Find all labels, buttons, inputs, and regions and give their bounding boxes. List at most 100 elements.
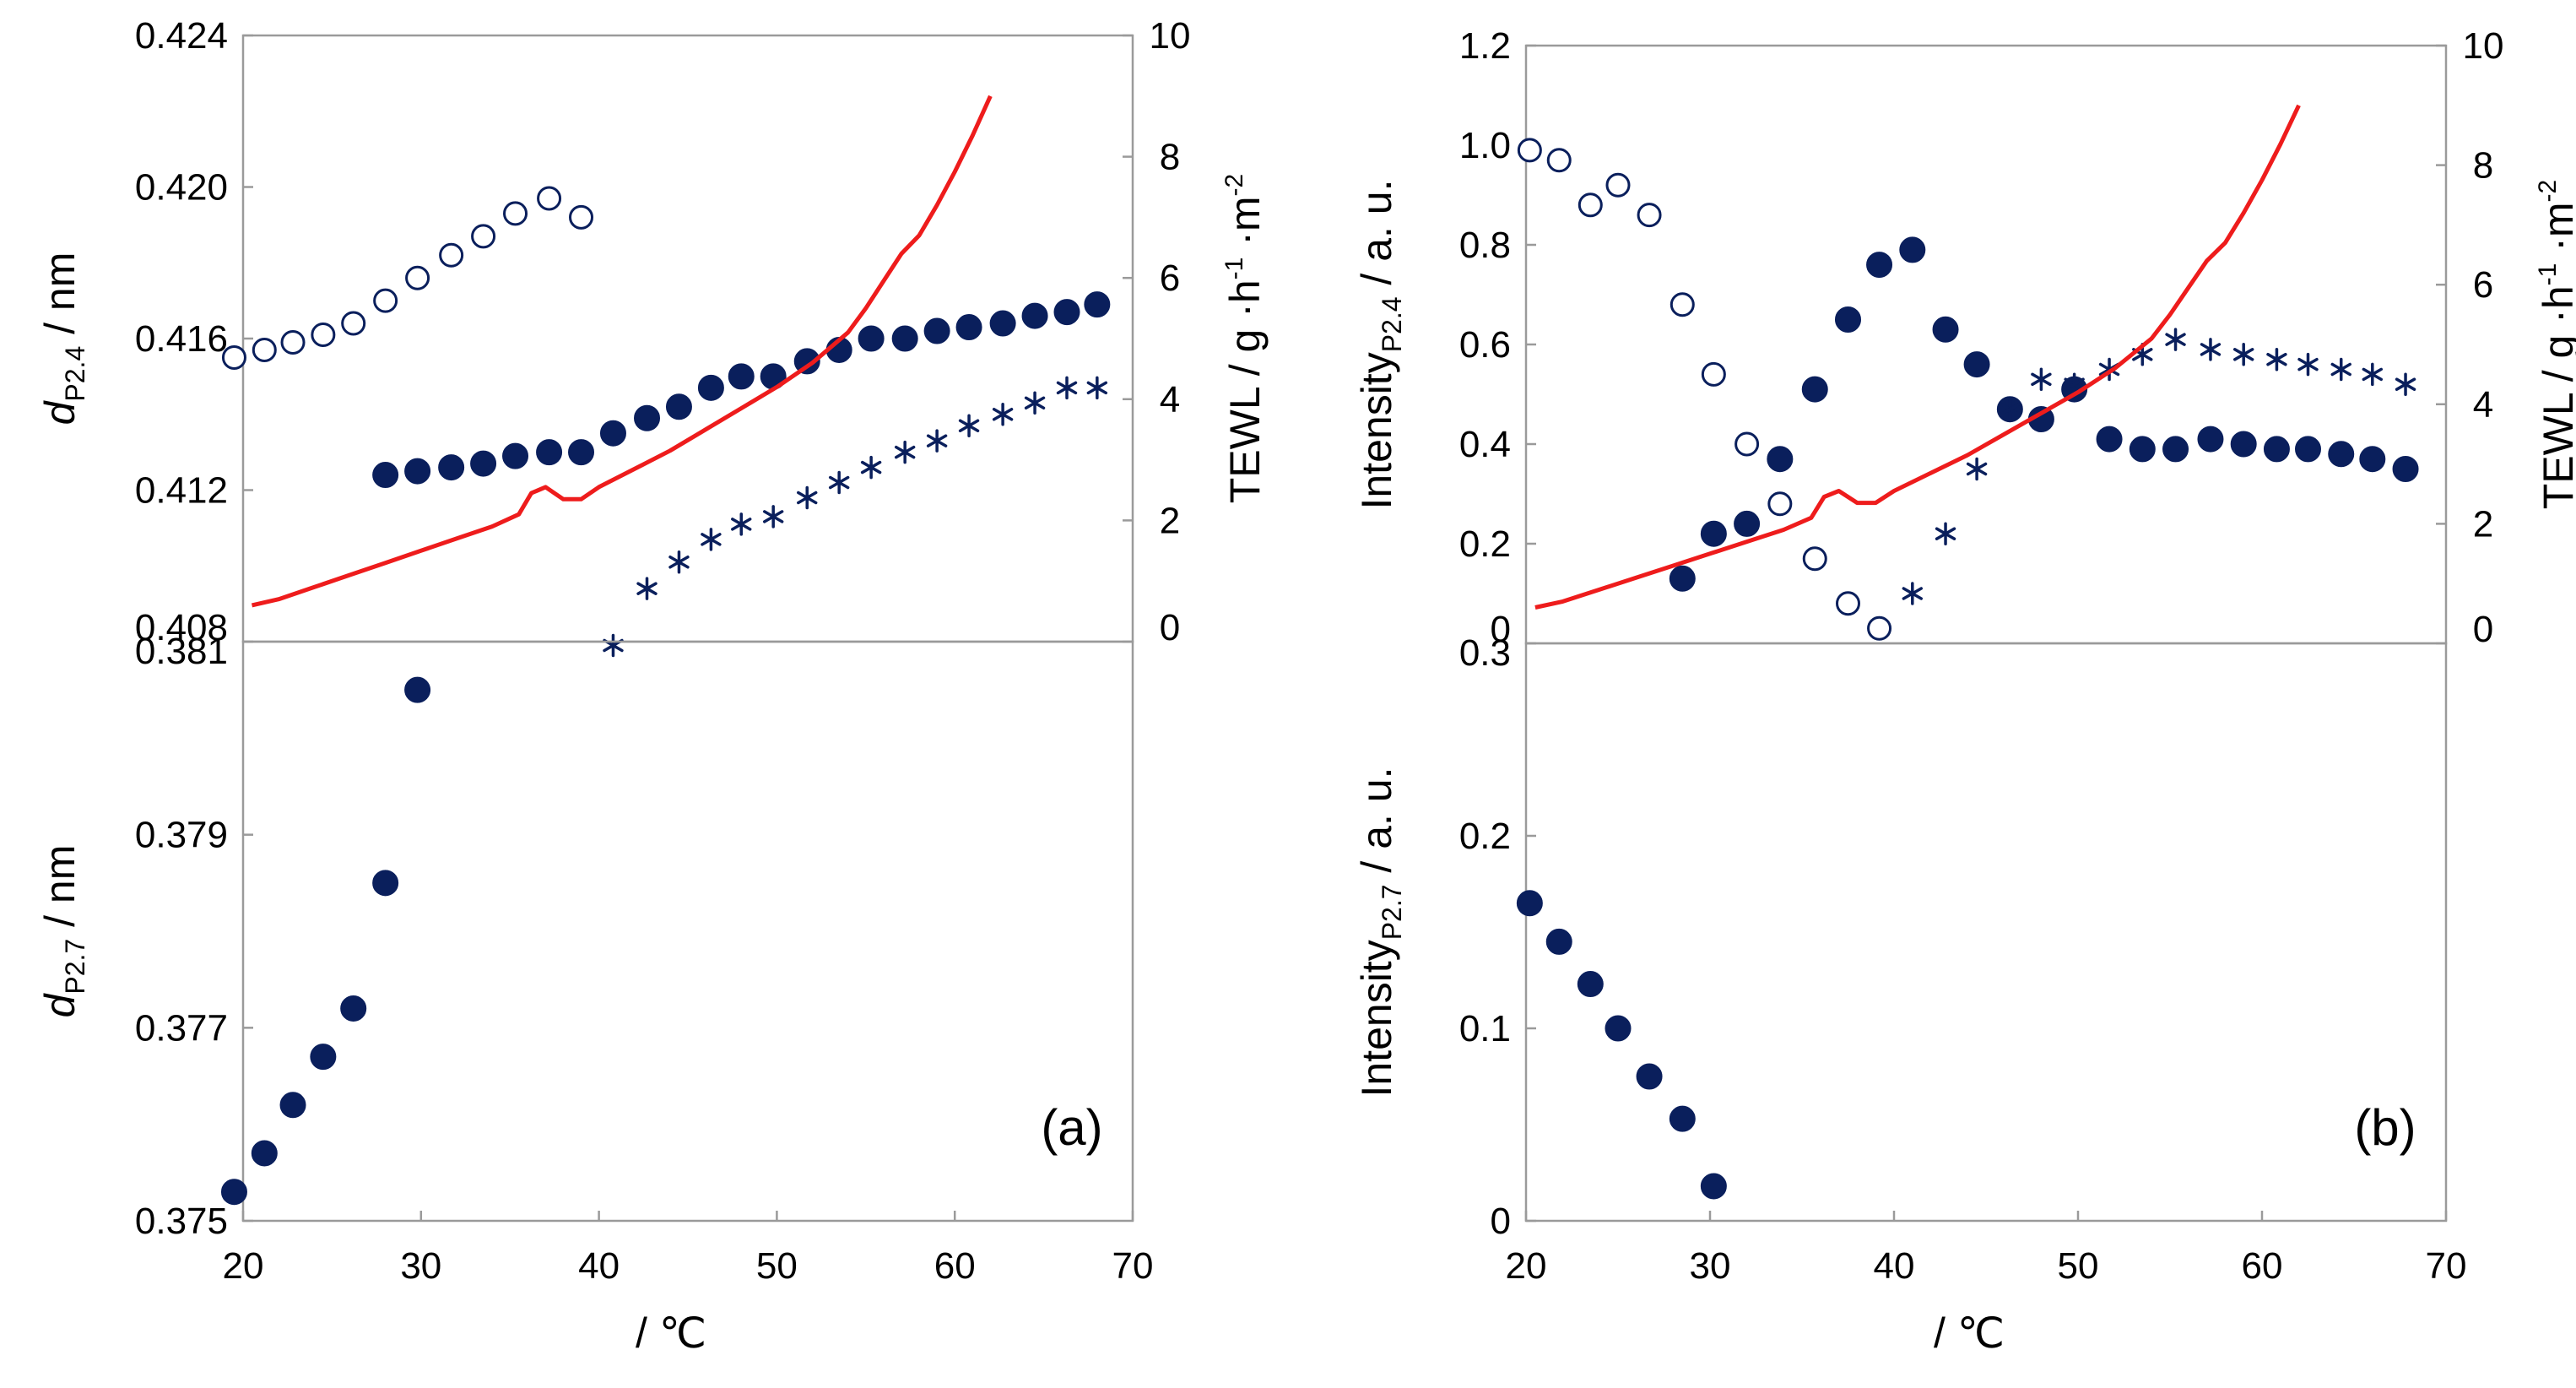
asterisk-stroke (1024, 396, 1046, 410)
asterisk-stroke (2233, 348, 2254, 361)
y-label-base: d (36, 992, 84, 1017)
open-circle-point (1701, 361, 1726, 387)
y2-tick-label: 10 (1150, 15, 1191, 57)
asterisk-stroke (1086, 381, 1108, 395)
filled-circle-point (858, 325, 885, 352)
filled-circle-point (1669, 565, 1696, 592)
y2-tick-label: 6 (2473, 264, 2493, 306)
asterisk-stroke (894, 445, 916, 459)
asterisk-stroke (860, 460, 882, 474)
y-tick-label: 0.416 (135, 318, 228, 360)
filled-circle-point (2096, 426, 2123, 453)
asterisk-stroke (701, 533, 722, 546)
x-tick-label: 70 (1112, 1245, 1154, 1287)
y-tick-label: 0.1 (1459, 1008, 1511, 1049)
open-circle-point (1734, 431, 1760, 457)
filled-circle-point (1084, 291, 1111, 318)
asterisk-point (2362, 362, 2383, 387)
asterisk-stroke (1902, 587, 1923, 600)
filled-circle-point (1577, 971, 1604, 998)
y-tick-label: 0.412 (135, 470, 228, 512)
filled-circle-point (1963, 351, 1990, 378)
y-axis-label: dP2.7 / nm (36, 845, 90, 1018)
asterisk-stroke (2266, 352, 2287, 366)
filled-circle-point (2392, 456, 2419, 482)
filled-circle-point (989, 310, 1016, 337)
y2-tick-label: 8 (2473, 145, 2493, 187)
y2-label-sup: -1 (1220, 258, 1248, 280)
x-tick-label: 60 (2242, 1245, 2283, 1287)
filled-circle-point (1932, 316, 1959, 343)
asterisk-point (2000, 397, 2021, 421)
asterisk-point (1935, 522, 1956, 545)
y2-label-part: TEWL / g ·h (2535, 285, 2576, 509)
filled-circle-point (404, 458, 431, 485)
filled-circle-point (1767, 446, 1794, 473)
asterisk-point (2395, 372, 2416, 396)
panel-a-top: 0.408 0.412 0.416 0.420 0.424 0 2 4 6 8 10 dP2.4 / … (36, 15, 1269, 658)
filled-circle-point (438, 454, 465, 481)
x-tick-label: 70 (2426, 1245, 2467, 1287)
filled-circle-point (2162, 436, 2189, 463)
y-tick-label: 1.0 (1459, 125, 1511, 166)
open-circle-point (252, 337, 277, 362)
filled-circle-point (599, 420, 626, 447)
open-circle-point (1546, 148, 1572, 173)
x-tick-label: 40 (1874, 1245, 1915, 1287)
y-tick-label: 0.6 (1459, 324, 1511, 366)
plot-frame (241, 34, 1134, 643)
series-filled_circles (220, 676, 431, 1206)
asterisk-stroke (958, 419, 980, 432)
asterisk-point (603, 633, 624, 658)
y-tick-label: 0.408 (135, 607, 228, 648)
panel-label: (b) (2354, 1099, 2416, 1156)
asterisk-point (2297, 352, 2319, 377)
filled-circle-point (1700, 520, 1727, 547)
y2-tick-label: 0 (2473, 609, 2493, 650)
filled-circle-point (310, 1044, 337, 1071)
filled-circle-point (1021, 302, 1048, 329)
y-tick-label: 0.420 (135, 167, 228, 209)
series-filled_circles (372, 291, 1111, 489)
y-tick-label: 0.379 (135, 815, 228, 856)
open-circle-point (1670, 292, 1695, 317)
open-circle-point (471, 224, 496, 249)
filled-circle-point (955, 314, 982, 341)
y-tick-label: 0.8 (1459, 225, 1511, 266)
asterisk-point (828, 470, 850, 495)
y-label-sub: P2.7 (60, 939, 90, 995)
asterisk-point (2064, 372, 2085, 396)
asterisk-point (668, 550, 690, 574)
y2-label-part: TEWL / g ·h (1221, 279, 1269, 503)
asterisk-stroke (731, 518, 752, 531)
y2-label-part: ·m (2535, 202, 2576, 263)
filled-circle-point (470, 450, 497, 477)
x-tick-label: 50 (756, 1245, 798, 1287)
asterisk-point (958, 414, 980, 437)
filled-circle-point (1605, 1015, 1632, 1042)
filled-circle-point (1636, 1063, 1663, 1090)
asterisk-stroke (2395, 377, 2416, 391)
filled-circle-point (340, 995, 367, 1022)
asterisk-point (926, 429, 948, 453)
y-label-unit: / a. u. (1353, 767, 1400, 884)
open-circle-point (341, 311, 366, 336)
y2-tick-label: 8 (1160, 137, 1180, 178)
series-open_circles (221, 186, 594, 370)
filled-circle-point (251, 1140, 278, 1167)
asterisk-stroke (762, 510, 784, 523)
asterisk-point (1056, 376, 1078, 400)
filled-circle-point (665, 393, 692, 420)
plot-frame (1524, 642, 2448, 1223)
series-asterisks (603, 376, 1108, 658)
open-circle-point (405, 265, 430, 290)
panel-b-top: 0 0.2 0.4 0.6 0.8 1.0 1.2 0 2 4 6 8 10 IntensityP2.4 … (1353, 25, 2576, 650)
open-circle-point (311, 323, 336, 348)
asterisk-point (1966, 457, 1988, 481)
y2-tick-label: 4 (2473, 384, 2493, 426)
y-tick-label: 0.4 (1459, 424, 1511, 465)
filled-circle-point (2263, 436, 2290, 463)
asterisk-point (1902, 582, 1923, 605)
asterisk-stroke (1056, 381, 1078, 395)
filled-circle-point (923, 317, 950, 344)
